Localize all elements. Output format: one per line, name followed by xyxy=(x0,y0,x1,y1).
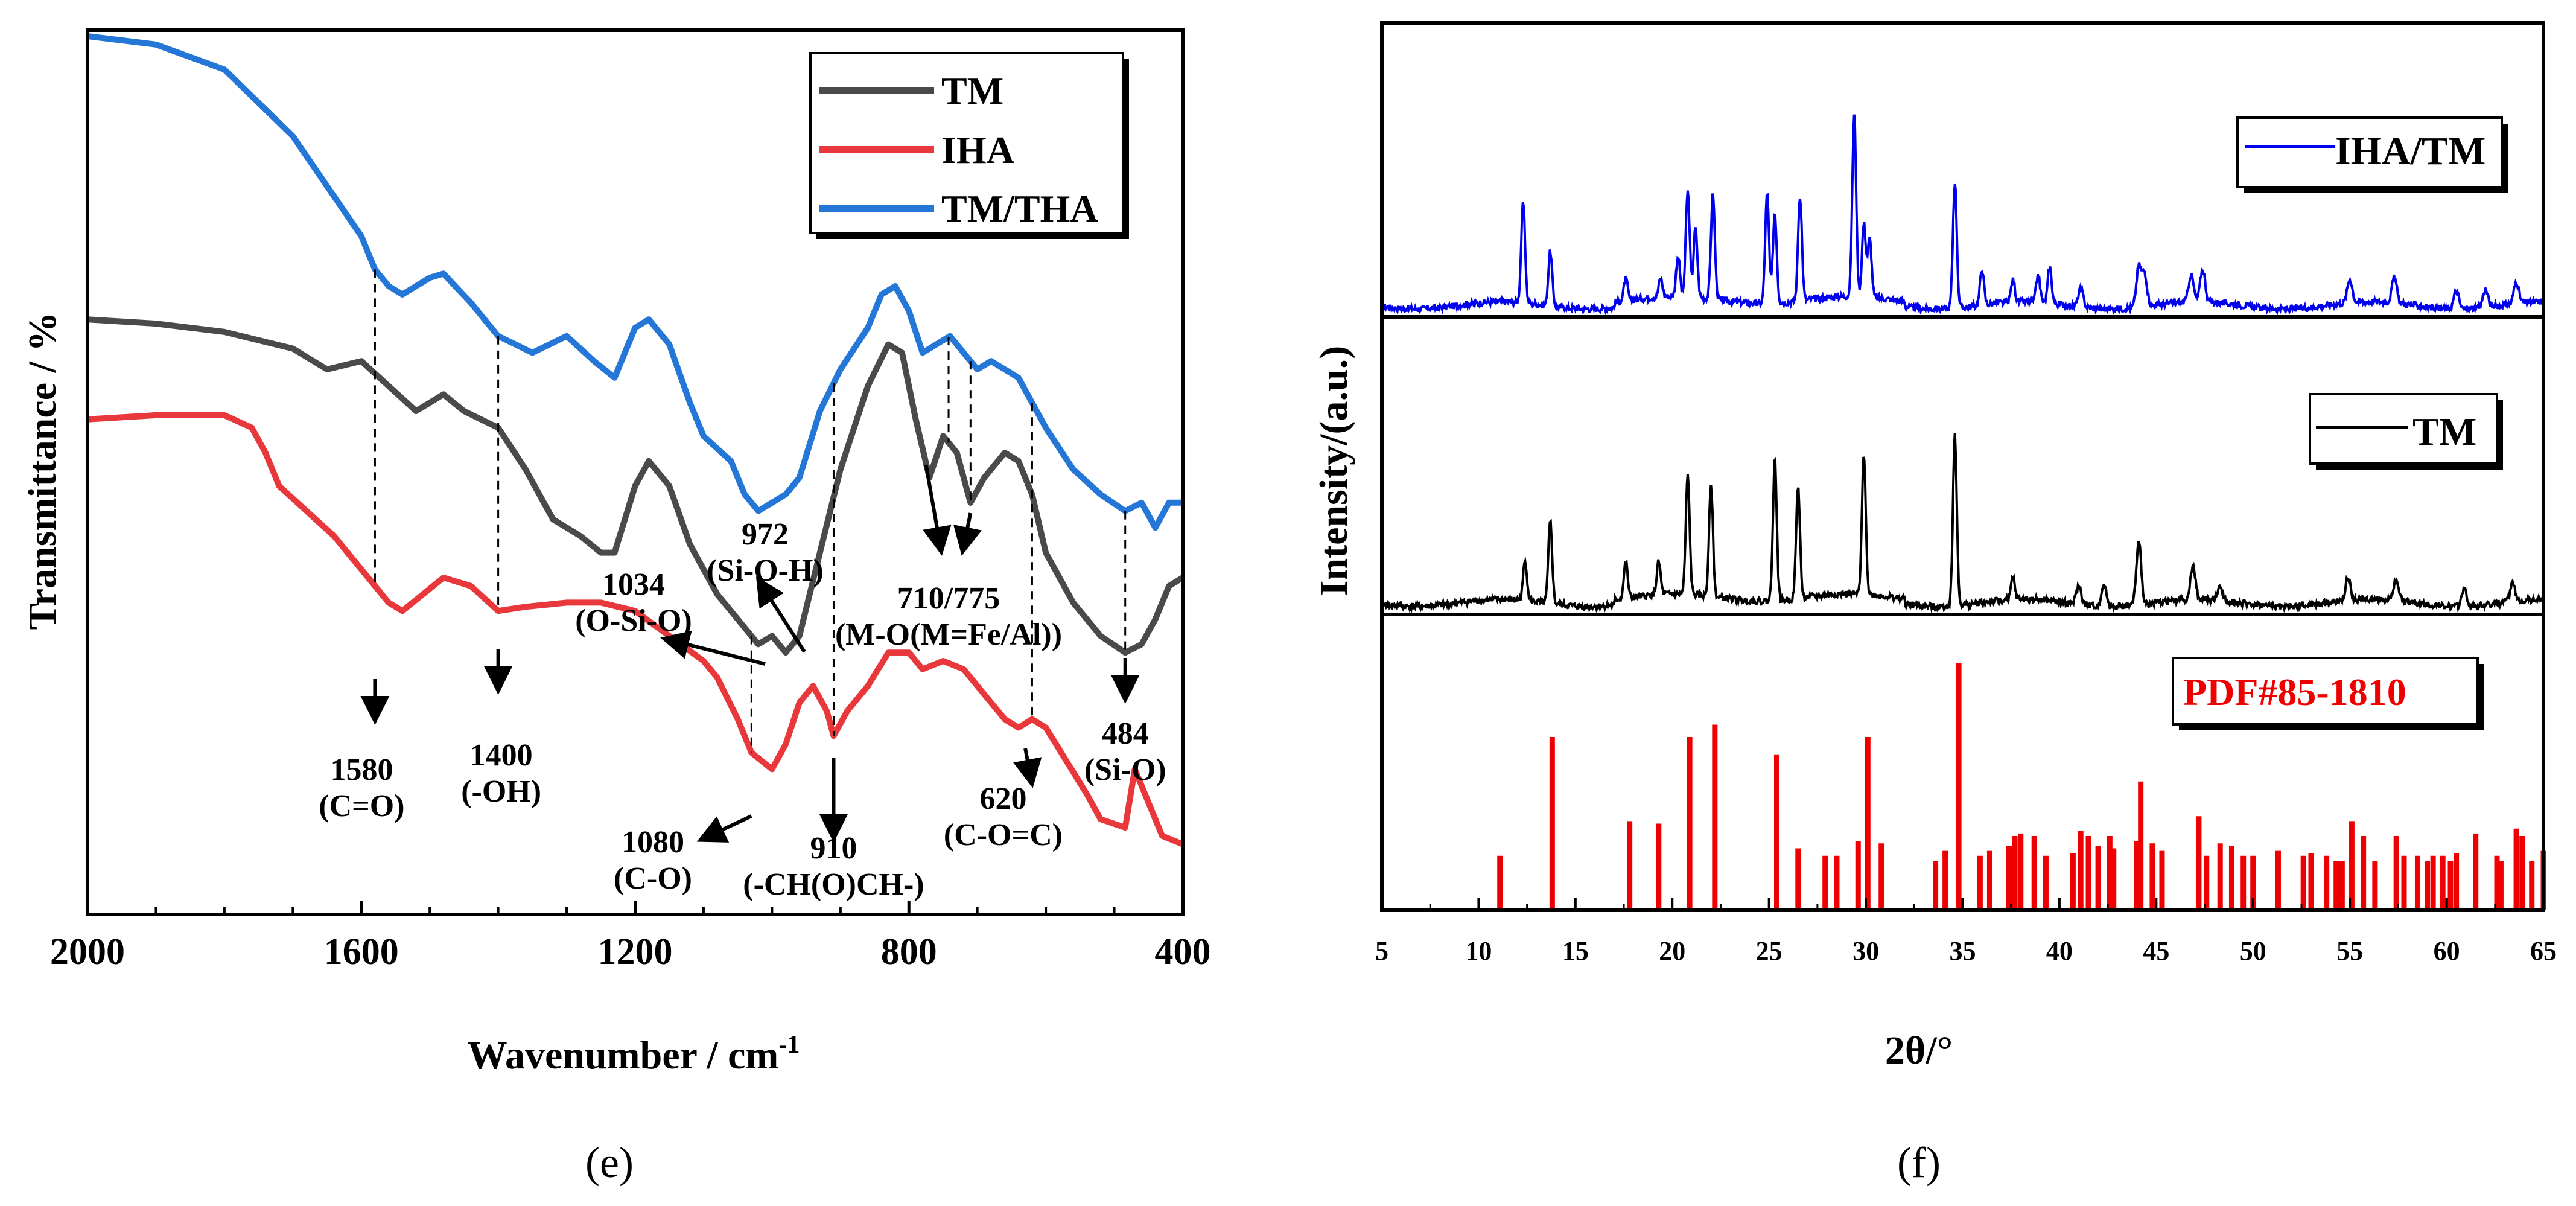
ftir-annotation-assignment: (Si-O-H) xyxy=(707,554,824,588)
ftir-annotation-arrow xyxy=(923,464,952,556)
ftir-x-tick-label: 400 xyxy=(1155,931,1211,972)
ftir-annotation-arrow xyxy=(696,814,752,843)
caption-e: (e) xyxy=(585,1138,634,1187)
ftir-x-axis-label-superscript: -1 xyxy=(778,1031,800,1059)
ftir-annotation-assignment: (O-Si-O) xyxy=(575,604,692,638)
ftir-series-group xyxy=(87,33,1185,847)
ftir-legend-label-tm-tha: TM/THA xyxy=(941,187,1098,230)
xrd-x-tick-label: 45 xyxy=(2143,936,2169,966)
ftir-x-tick-label: 1200 xyxy=(598,931,673,972)
ftir-annotation-assignment: (C-O) xyxy=(614,861,692,896)
ftir-annotation-arrow-spacer xyxy=(970,507,1202,552)
xrd-legend-label-tm: TM xyxy=(2412,410,2476,454)
ftir-annotation-arrow xyxy=(953,512,982,556)
ftir-x-ticks: 2000 1600 1200 800 400 xyxy=(50,901,1211,972)
xrd-legend-label-iha-tm: IHA/TM xyxy=(2335,129,2485,173)
xrd-x-tick-label: 55 xyxy=(2336,936,2363,966)
ftir-annotation-wavenumber: 1580 xyxy=(330,753,393,787)
ftir-annotation-assignment: (Si-O) xyxy=(1084,753,1166,787)
xrd-x-tick-label: 65 xyxy=(2530,936,2557,966)
ftir-series-iha xyxy=(87,412,1184,847)
ftir-legend-label-tm: TM xyxy=(941,69,1003,112)
ftir-annotations: 1580(C=O) 1400(-OH) 1034(O-Si-O) 972(Si-O-H… xyxy=(319,269,1202,902)
xrd-x-tick-label: 10 xyxy=(1465,936,1492,966)
ftir-annotation-wavenumber: 910 xyxy=(810,831,857,866)
xrd-series-tm xyxy=(1381,432,2545,614)
ftir-annotation-arrow xyxy=(755,576,806,653)
xrd-chart-panel: 5 10 15 20 25 30 35 40 45 50 55 60 65 IHA/TM TM PDF#… xyxy=(1312,21,2557,1187)
ftir-annotation-wavenumber: 710/775 xyxy=(897,581,1000,616)
xrd-legend-pdf: PDF#85-1810 xyxy=(2172,657,2484,730)
ftir-y-axis-label: Transmittance / % xyxy=(21,312,65,630)
xrd-x-tick-label: 5 xyxy=(1375,936,1388,966)
ftir-annotation-assignment: (-OH) xyxy=(461,774,541,809)
xrd-x-tick-label: 30 xyxy=(1852,936,1879,966)
xrd-legend-tm: TM xyxy=(2309,393,2503,470)
ftir-annotation-wavenumber: 1080 xyxy=(622,825,684,860)
ftir-annotation-wavenumber: 1400 xyxy=(470,738,533,773)
ftir-x-tick-label: 800 xyxy=(881,931,937,972)
xrd-x-tick-label: 35 xyxy=(1950,936,1976,966)
ftir-x-tick-label: 1600 xyxy=(324,931,399,972)
xrd-legend-iha-tm: IHA/TM xyxy=(2236,116,2508,193)
ftir-annotation-wavenumber: 484 xyxy=(1102,716,1149,751)
ftir-annotation-assignment: (C=O) xyxy=(319,789,404,823)
xrd-series-iha-tm xyxy=(1381,114,2545,316)
ftir-annotation-assignment: (M-O(M=Fe/Al)) xyxy=(835,617,1062,652)
ftir-annotation-assignment: (-CH(O)CH-) xyxy=(743,867,924,902)
xrd-series-group xyxy=(1381,114,2546,910)
xrd-x-tick-label: 25 xyxy=(1756,936,1783,966)
ftir-annotation-assignment: (C-O=C) xyxy=(944,818,1063,852)
ftir-x-tick-label: 2000 xyxy=(50,931,125,972)
ftir-annotation-arrow xyxy=(1013,748,1042,788)
xrd-legend-label-pdf: PDF#85-1810 xyxy=(2183,671,2406,713)
ftir-chart-panel: 2000 1600 1200 800 400 1580(C=O) 1400(-OH) 103… xyxy=(21,28,1211,1187)
xrd-x-tick-label: 15 xyxy=(1562,936,1589,966)
ftir-legend: TM IHA TM/THA xyxy=(809,52,1129,239)
ftir-annotation-arrow xyxy=(660,630,766,666)
caption-f: (f) xyxy=(1897,1138,1941,1187)
ftir-annotation-wavenumber: 620 xyxy=(979,782,1026,816)
ftir-x-axis-label-main: Wavenumber / cm xyxy=(468,1033,779,1077)
xrd-x-tick-label: 20 xyxy=(1659,936,1685,966)
xrd-x-tick-label: 40 xyxy=(2046,936,2073,966)
xrd-x-tick-label: 60 xyxy=(2434,936,2460,966)
xrd-x-tick-label: 50 xyxy=(2240,936,2266,966)
xrd-x-ticks: 5 10 15 20 25 30 35 40 45 50 55 60 65 xyxy=(1375,898,2557,966)
ftir-legend-label-iha: IHA xyxy=(941,129,1014,171)
xrd-y-axis-label: Intensity/(a.u.) xyxy=(1312,346,1356,596)
ftir-annotation-wavenumber: 1034 xyxy=(602,567,665,602)
ftir-series-tm-tha xyxy=(87,33,1183,531)
ftir-series-tm xyxy=(87,316,1185,656)
xrd-x-axis-label: 2θ/° xyxy=(1885,1029,1953,1073)
ftir-x-axis-label: Wavenumber / cm-1 xyxy=(468,1031,800,1077)
ftir-annotation-wavenumber: 972 xyxy=(742,517,789,552)
